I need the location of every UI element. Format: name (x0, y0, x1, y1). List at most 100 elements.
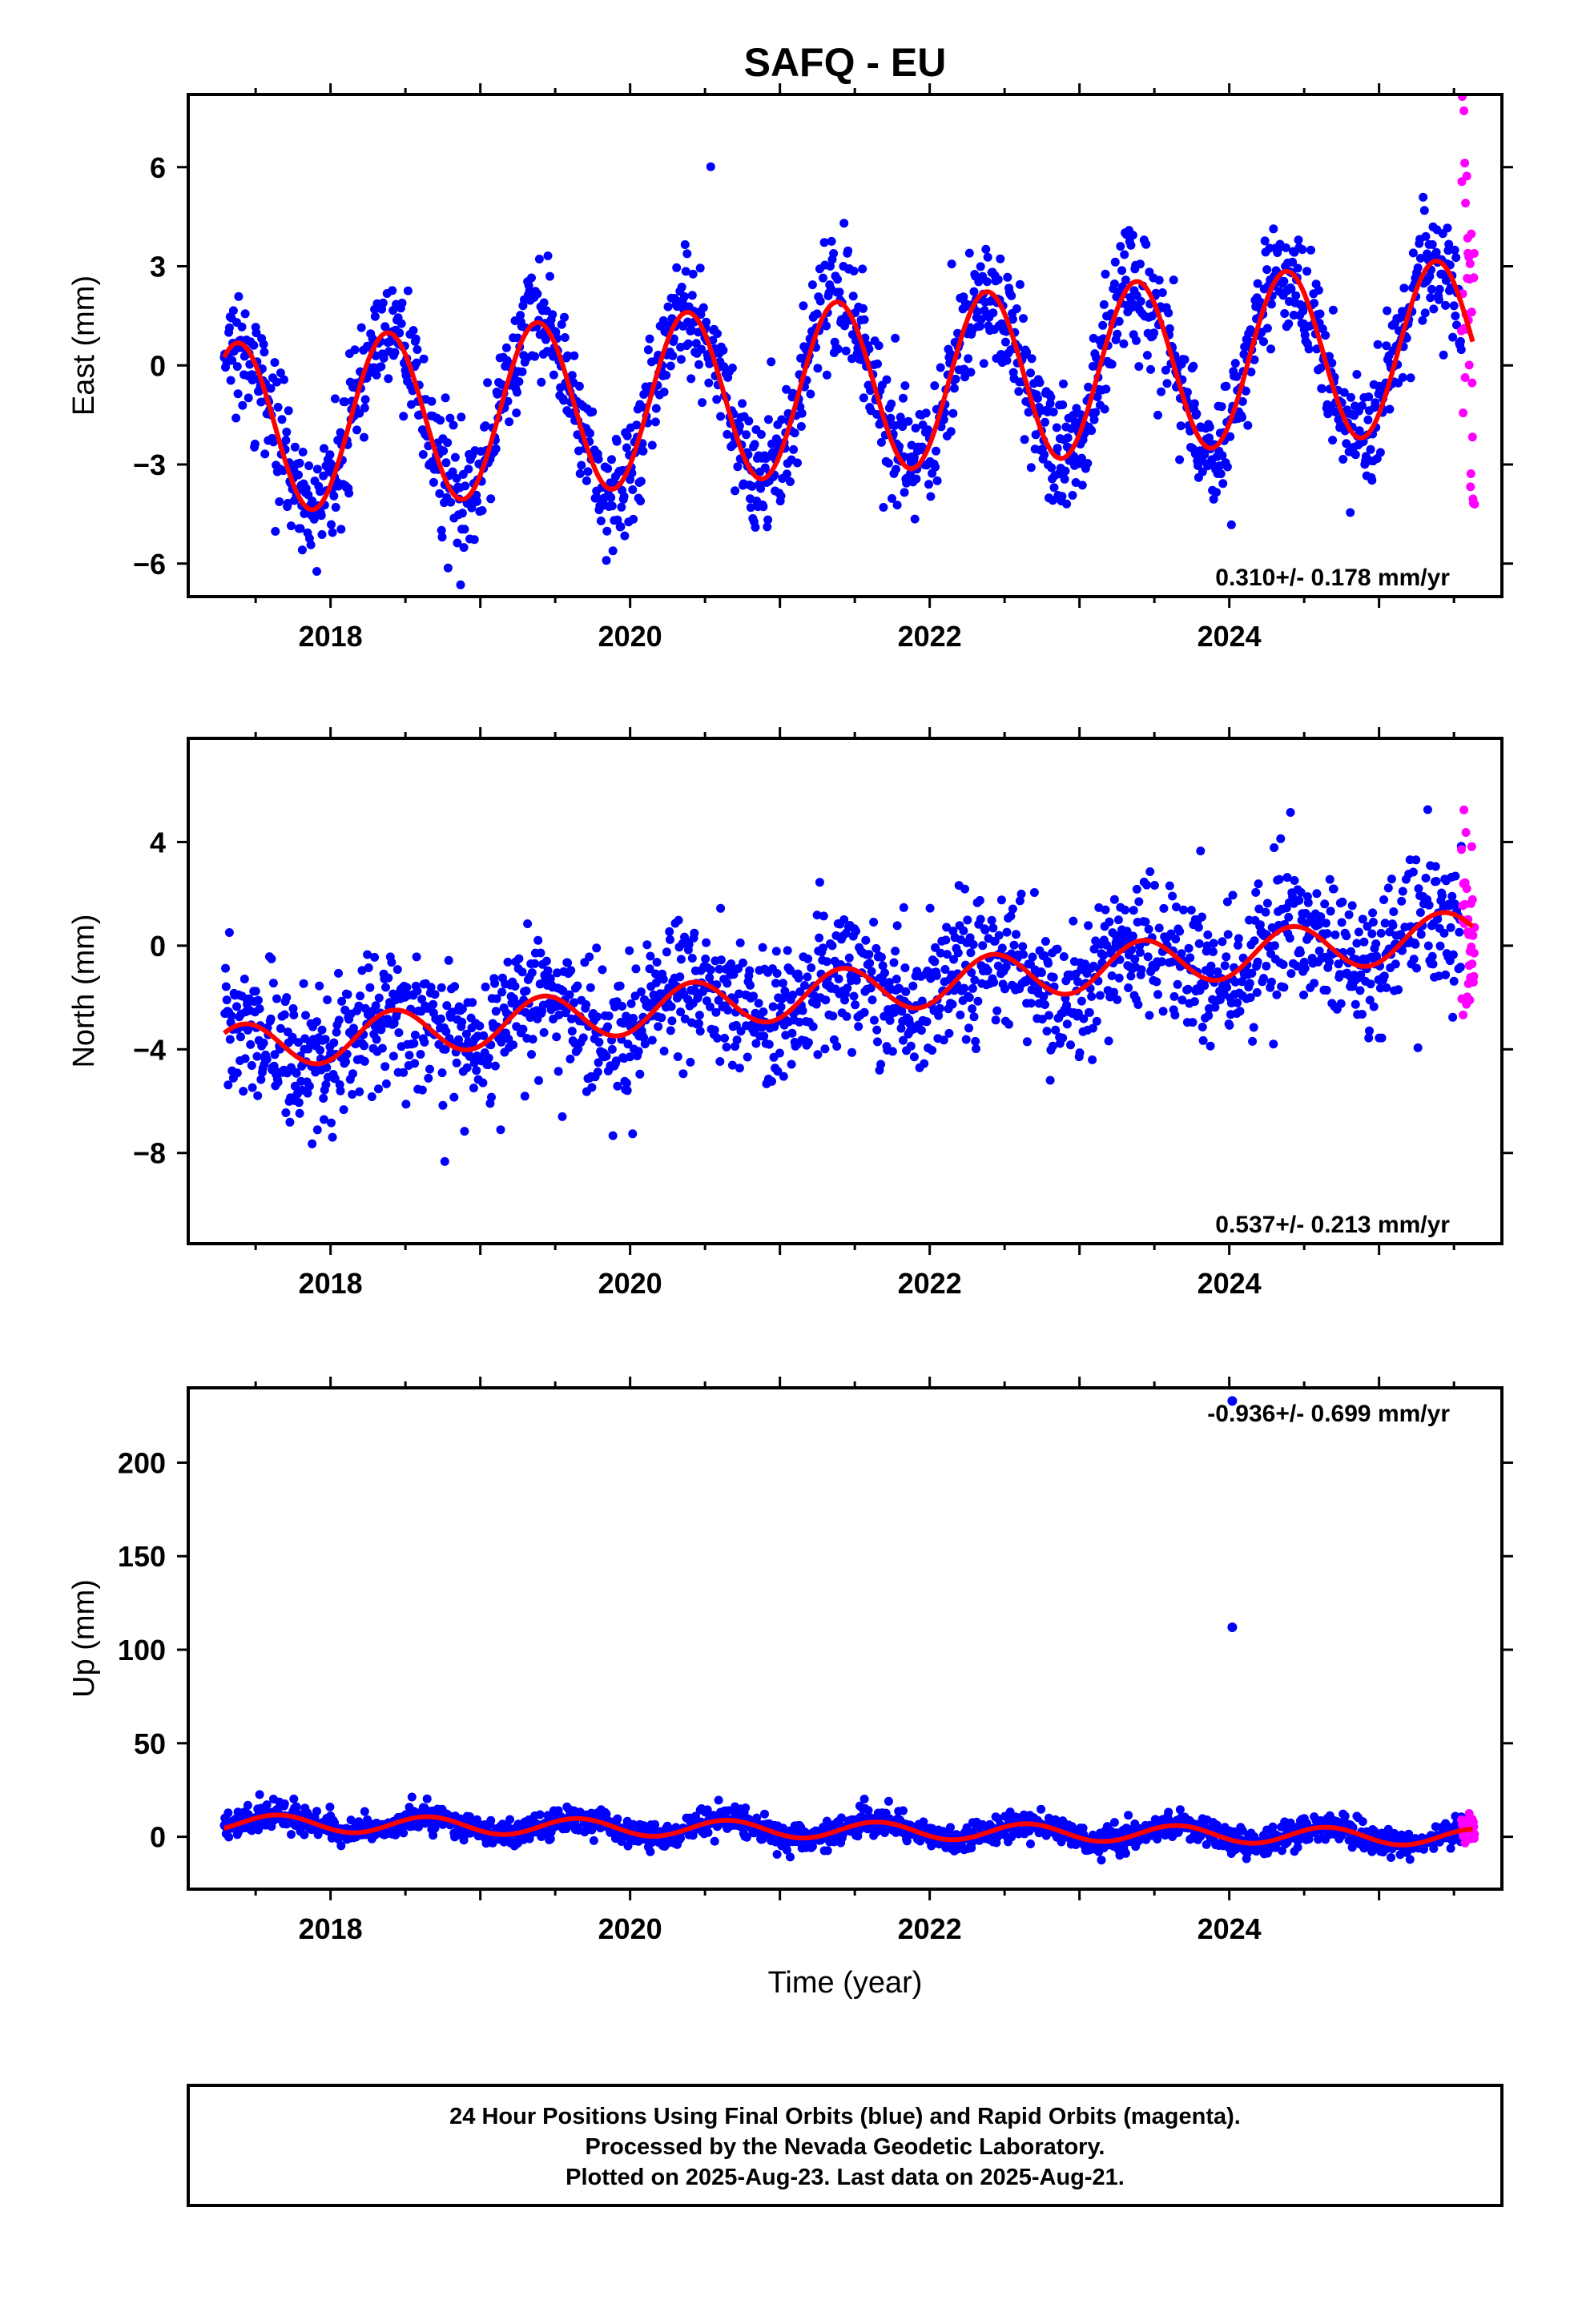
final-orbit-point (1196, 846, 1206, 856)
final-orbit-point (227, 1011, 236, 1021)
final-orbit-point (795, 1017, 804, 1027)
final-orbit-point (1443, 223, 1452, 233)
final-orbit-point (1026, 368, 1035, 378)
final-orbit-point (1143, 952, 1153, 962)
final-orbit-point (798, 1006, 807, 1015)
final-orbit-point (253, 1091, 263, 1100)
final-orbit-point (710, 1836, 719, 1846)
final-orbit-point (389, 1019, 399, 1028)
final-orbit-point (1284, 319, 1294, 328)
final-orbit-point (231, 413, 241, 423)
final-orbit-point (1135, 947, 1145, 957)
final-orbit-point (491, 1007, 501, 1016)
final-orbit-point (996, 350, 1006, 359)
final-orbit-point (822, 321, 831, 331)
final-orbit-point (370, 952, 380, 962)
final-orbit-point (312, 567, 321, 576)
final-orbit-point (276, 368, 285, 378)
final-orbit-point (523, 919, 533, 928)
final-orbit-point (981, 244, 991, 254)
final-orbit-point (437, 1068, 447, 1078)
final-orbit-point (328, 1132, 337, 1142)
final-orbit-point (1429, 304, 1439, 314)
final-orbit-point (874, 341, 884, 351)
final-orbit-point (828, 1011, 838, 1021)
final-orbit-point (964, 354, 973, 364)
final-orbit-point (1107, 971, 1117, 980)
final-orbit-point (1356, 970, 1366, 979)
final-orbit-point (1358, 401, 1367, 411)
final-orbit-point (462, 1063, 472, 1072)
final-orbit-point (819, 911, 828, 921)
final-orbit-point (1304, 344, 1314, 354)
final-orbit-point (820, 1044, 830, 1054)
final-orbit-point (411, 334, 421, 344)
final-orbit-point (813, 364, 823, 373)
final-orbit-point (964, 1023, 973, 1033)
final-orbit-point (939, 1035, 948, 1045)
final-orbit-point (574, 381, 584, 391)
final-orbit-point (1415, 254, 1425, 263)
final-orbit-point (711, 1007, 721, 1017)
final-orbit-point (926, 492, 936, 501)
final-orbit-point (1377, 1033, 1387, 1043)
final-orbit-point (1077, 453, 1086, 463)
final-orbit-point (565, 990, 574, 999)
final-orbit-point (681, 267, 690, 276)
final-orbit-point (623, 1841, 633, 1851)
final-orbit-point (288, 1003, 298, 1013)
final-orbit-point (773, 1067, 783, 1076)
final-orbit-point (518, 1024, 528, 1034)
final-orbit-point (1310, 299, 1319, 308)
final-orbit-point (417, 995, 427, 1004)
final-orbit-point (1048, 1041, 1057, 1051)
final-orbit-point (1078, 1823, 1088, 1833)
final-orbit-point (742, 430, 751, 440)
final-orbit-point (705, 973, 715, 983)
final-orbit-point (688, 269, 698, 279)
final-orbit-point (239, 1087, 248, 1096)
final-orbit-point (750, 440, 759, 449)
final-orbit-point (843, 983, 852, 993)
final-orbit-point (262, 1055, 272, 1064)
final-orbit-point (364, 963, 373, 972)
final-orbit-point (496, 1125, 505, 1135)
final-orbit-point (475, 1021, 485, 1031)
final-orbit-point (1041, 937, 1050, 946)
final-orbit-point (1455, 963, 1465, 972)
final-orbit-point (1369, 1002, 1379, 1011)
final-orbit-point (297, 545, 307, 555)
final-orbit-point (289, 1794, 299, 1803)
final-orbit-point (666, 1002, 676, 1011)
final-orbit-point (468, 998, 477, 1007)
y-axis-label: North (mm) (67, 914, 101, 1068)
y-tick-label: 0 (150, 930, 166, 963)
final-orbit-point (425, 1064, 434, 1074)
final-orbit-point (1449, 301, 1459, 311)
final-orbit-point (288, 1032, 297, 1042)
final-orbit-point (727, 1060, 737, 1070)
final-orbit-point (1175, 455, 1185, 464)
final-orbit-point (1173, 979, 1182, 989)
final-orbit-point (1363, 415, 1373, 424)
final-orbit-point (1136, 296, 1145, 306)
final-orbit-point (1250, 355, 1259, 364)
final-orbit-point (1347, 947, 1355, 956)
final-orbit-point (1073, 1008, 1083, 1018)
final-orbit-point (340, 397, 350, 407)
final-orbit-point (932, 446, 940, 456)
final-orbit-point (1296, 887, 1306, 897)
final-orbit-point (819, 238, 829, 247)
final-orbit-point (1109, 1818, 1119, 1827)
rapid-orbit-point (1467, 842, 1476, 851)
data-points (219, 94, 1479, 589)
final-orbit-point (223, 1080, 233, 1090)
final-orbit-point (583, 467, 593, 476)
final-orbit-point (1175, 927, 1185, 936)
final-orbit-point (1012, 304, 1021, 313)
final-orbit-point (1035, 378, 1045, 388)
final-orbit-point (436, 1014, 445, 1023)
final-orbit-point (1241, 386, 1250, 396)
final-orbit-point (608, 546, 618, 556)
final-orbit-point (1157, 288, 1167, 297)
